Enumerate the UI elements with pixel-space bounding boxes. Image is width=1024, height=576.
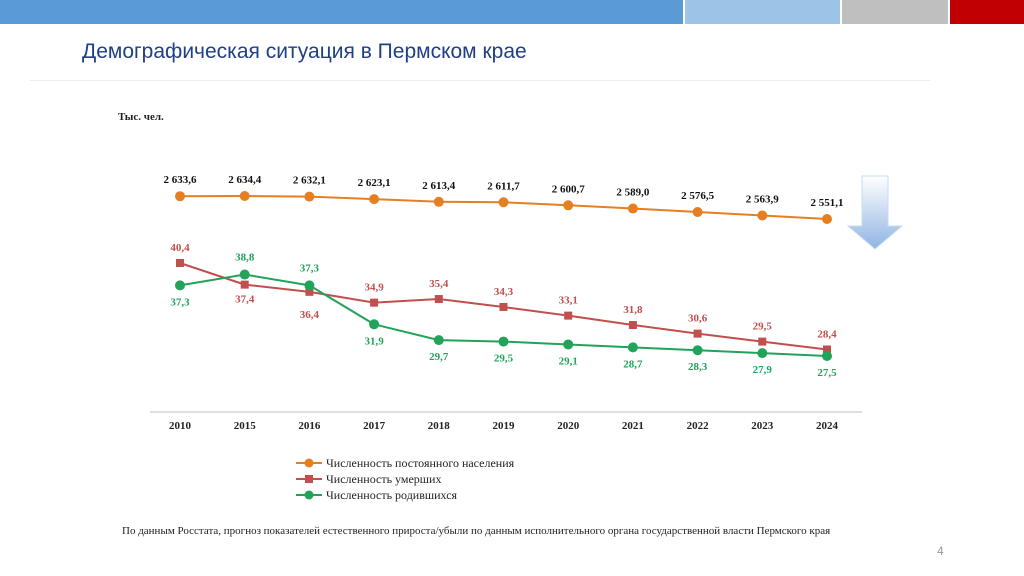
series-1-label-2020: 2 600,7 [552, 183, 586, 195]
series-2-label-2015: 37,4 [235, 294, 255, 306]
series-3-point-2019 [498, 336, 509, 347]
top-bar-blue [0, 0, 683, 24]
series-1-point-2020 [563, 200, 574, 211]
top-bar-light-blue [685, 0, 840, 24]
series-2-label-2010: 40,4 [170, 242, 190, 254]
series-2-point-2010 [176, 259, 184, 267]
series-2-label-2018: 35,4 [429, 278, 449, 290]
series-1-label-2024: 2 551,1 [811, 197, 844, 209]
series-1-point-2022 [692, 206, 703, 217]
series-3-label-2020: 29,1 [559, 355, 578, 367]
series-3-label-2024: 27,5 [817, 367, 837, 379]
series-1-point-2016 [304, 191, 315, 202]
x-tick-2018: 2018 [428, 420, 451, 432]
series-3-label-2023: 27,9 [753, 364, 773, 376]
top-bar-red [950, 0, 1024, 24]
series-2-point-2023 [758, 337, 767, 346]
series-3-label-2015: 38,8 [235, 252, 255, 264]
x-tick-2015: 2015 [234, 420, 257, 432]
x-tick-2017: 2017 [363, 420, 386, 432]
legend-marker-2 [305, 475, 313, 483]
x-tick-2016: 2016 [298, 420, 321, 432]
series-2-point-2024 [823, 345, 831, 354]
series-1-point-2018 [433, 196, 444, 207]
series-2-label-2017: 34,9 [364, 282, 384, 294]
series-1-label-2022: 2 576,5 [681, 190, 715, 202]
series-2-label-2020: 33,1 [559, 295, 578, 307]
down-arrow-icon [846, 175, 904, 250]
series-2-label-2019: 34,3 [494, 286, 514, 298]
series-1-point-2021 [627, 203, 638, 214]
title-divider [30, 80, 930, 81]
unit-label: Тыс. чел. [118, 111, 164, 123]
series-3-point-2020 [563, 339, 574, 350]
x-tick-2024: 2024 [816, 420, 839, 432]
x-tick-2010: 2010 [169, 420, 192, 432]
legend-marker-3 [304, 490, 314, 500]
series-2-label-2024: 28,4 [817, 329, 837, 341]
series-3-label-2017: 31,9 [364, 335, 384, 347]
series-1-label-2017: 2 623,1 [358, 177, 391, 189]
series-3-point-2021 [627, 342, 638, 353]
series-1-label-2016: 2 632,1 [293, 175, 326, 187]
series-2-label-2016: 36,4 [300, 309, 320, 321]
series-2-label-2023: 29,5 [753, 321, 773, 333]
legend-label-2: Численность умерших [326, 472, 441, 486]
page-number: 4 [937, 544, 944, 558]
series-2-point-2018 [434, 295, 443, 304]
legend-label-3: Численность родившихся [326, 488, 458, 502]
footnote: По данным Росстата, прогноз показателей … [122, 525, 831, 537]
series-3-point-2018 [433, 335, 444, 346]
series-3-point-2010 [175, 280, 185, 291]
series-1-point-2017 [369, 194, 380, 205]
x-tick-2023: 2023 [751, 420, 774, 432]
series-3-label-2022: 28,3 [688, 361, 708, 373]
series-1-point-2010 [175, 191, 185, 202]
series-1-point-2019 [498, 197, 509, 208]
series-3-label-2021: 28,7 [623, 358, 643, 370]
series-3-label-2010: 37,3 [170, 296, 190, 308]
series-3-label-2018: 29,7 [429, 351, 449, 363]
series-1-label-2019: 2 611,7 [487, 180, 520, 192]
series-3-point-2022 [692, 345, 703, 356]
legend-label-1: Численность постоянного населения [326, 456, 515, 470]
series-1-label-2015: 2 634,4 [228, 174, 262, 186]
x-tick-2020: 2020 [557, 420, 580, 432]
series-2-point-2022 [693, 329, 702, 338]
series-1-point-2023 [757, 210, 768, 221]
series-1-label-2018: 2 613,4 [422, 180, 456, 192]
series-3-point-2016 [304, 280, 315, 291]
series-2-point-2015 [240, 280, 249, 289]
series-3-point-2024 [822, 351, 832, 361]
series-1-label-2010: 2 633,6 [164, 174, 198, 186]
series-2-point-2020 [564, 311, 573, 320]
series-3-label-2019: 29,5 [494, 353, 514, 365]
series-1-label-2021: 2 589,0 [616, 187, 650, 199]
series-1-point-2015 [239, 191, 250, 201]
legend-marker-1 [304, 458, 314, 468]
series-2-point-2016 [305, 287, 314, 296]
series-2-point-2021 [628, 321, 637, 329]
series-2-point-2019 [499, 302, 508, 311]
series-1-point-2024 [822, 214, 832, 224]
series-3-point-2017 [369, 319, 380, 330]
x-tick-2021: 2021 [622, 420, 644, 432]
series-3-point-2023 [757, 348, 768, 359]
x-tick-2022: 2022 [687, 420, 710, 432]
series-3-point-2015 [239, 269, 250, 280]
series-3-label-2016: 37,3 [300, 262, 320, 274]
slide-title: Демографическая ситуация в Пермском крае [82, 40, 527, 63]
series-1-label-2023: 2 563,9 [746, 193, 780, 205]
series-2-label-2022: 30,6 [688, 313, 708, 325]
series-2-label-2021: 31,8 [623, 304, 643, 316]
x-tick-2019: 2019 [493, 420, 516, 432]
top-bar-gray [842, 0, 948, 24]
series-2-point-2017 [370, 298, 379, 307]
